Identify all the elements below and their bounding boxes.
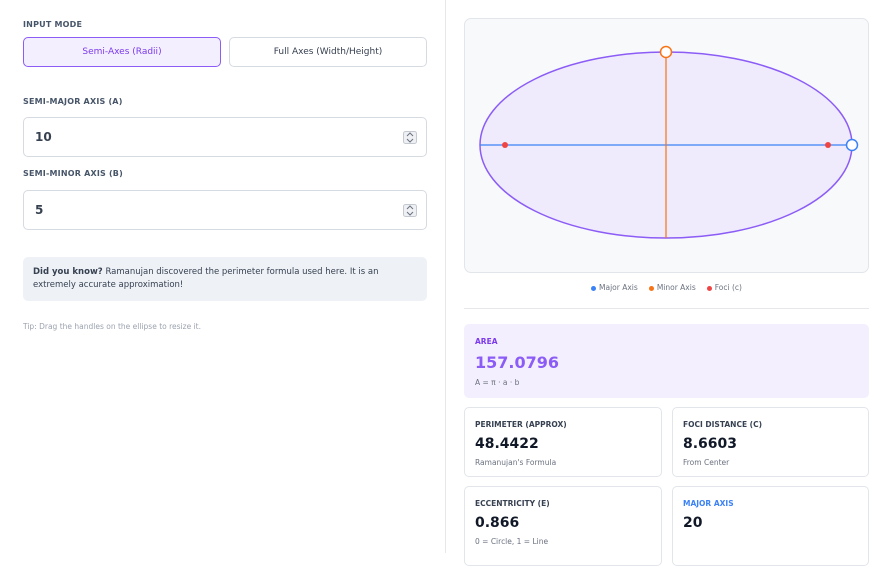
legend-label: Minor Axis — [656, 283, 696, 292]
focus — [502, 142, 508, 148]
legend-item: Major Axis — [591, 283, 638, 292]
legend-label: Foci (c) — [714, 283, 742, 292]
result-value: 0.866 — [475, 515, 520, 531]
input-value: 10 — [35, 130, 52, 144]
info-text: Ramanujan discovered the perimeter formu… — [33, 267, 379, 290]
number-input[interactable]: 10 — [23, 117, 427, 157]
result-note: From Center — [683, 458, 730, 467]
result-label: FOCI DISTANCE (C) — [683, 420, 763, 429]
field-label: SEMI-MINOR AXIS (B) — [23, 169, 123, 178]
result-label: MAJOR AXIS — [683, 499, 734, 508]
separator — [464, 308, 869, 309]
result-card: MAJOR AXIS 20 — [672, 486, 869, 566]
spinner[interactable] — [403, 204, 417, 217]
mode-button[interactable]: Full Axes (Width/Height) — [229, 37, 427, 67]
result-card: FOCI DISTANCE (C) 8.6603 From Center — [672, 407, 869, 477]
legend-item: Minor Axis — [648, 283, 696, 292]
tip: Tip: Drag the handles on the ellipse to … — [23, 322, 201, 331]
result-note: 0 = Circle, 1 = Line — [475, 537, 549, 546]
result-card: PERIMETER (APPROX) 48.4422 Ramanujan's For… — [464, 407, 662, 477]
result-value: 157.0796 — [475, 353, 560, 372]
spinner[interactable] — [403, 131, 417, 144]
result-value: 20 — [683, 515, 703, 531]
focus — [825, 142, 831, 148]
info-box: Did you know? Ramanujan discovered the p… — [23, 257, 427, 301]
number-input[interactable]: 5 — [23, 190, 427, 230]
legend: Major Axis Minor Axis Foci (c) — [464, 283, 869, 292]
major-handle[interactable] — [845, 138, 859, 152]
result-note: A = π · a · b — [475, 378, 520, 387]
field-label: SEMI-MAJOR AXIS (A) — [23, 97, 123, 106]
result-value: 8.6603 — [683, 436, 738, 452]
minor-handle[interactable] — [659, 45, 673, 59]
result-label: PERIMETER (APPROX) — [475, 420, 567, 429]
legend-item: Foci (c) — [706, 283, 742, 292]
input-mode-label: INPUT MODE — [23, 20, 83, 29]
page: INPUT MODE Semi-Axes (Radii) Full Axes (W… — [23, 0, 869, 566]
result-card: AREA 157.0796 A = π · a · b — [464, 324, 869, 398]
info-title: Did you know? — [33, 267, 103, 277]
legend-label: Major Axis — [599, 283, 638, 292]
result-value: 48.4422 — [475, 436, 539, 452]
result-label: ECCENTRICITY (E) — [475, 499, 550, 508]
input-value: 5 — [35, 203, 44, 217]
result-note: Ramanujan's Formula — [475, 458, 557, 467]
ellipse-drawing — [479, 45, 859, 239]
result-card: ECCENTRICITY (E) 0.866 0 = Circle, 1 = Lin… — [464, 486, 662, 566]
result-label: AREA — [475, 337, 498, 346]
mode-button[interactable]: Semi-Axes (Radii) — [23, 37, 221, 67]
